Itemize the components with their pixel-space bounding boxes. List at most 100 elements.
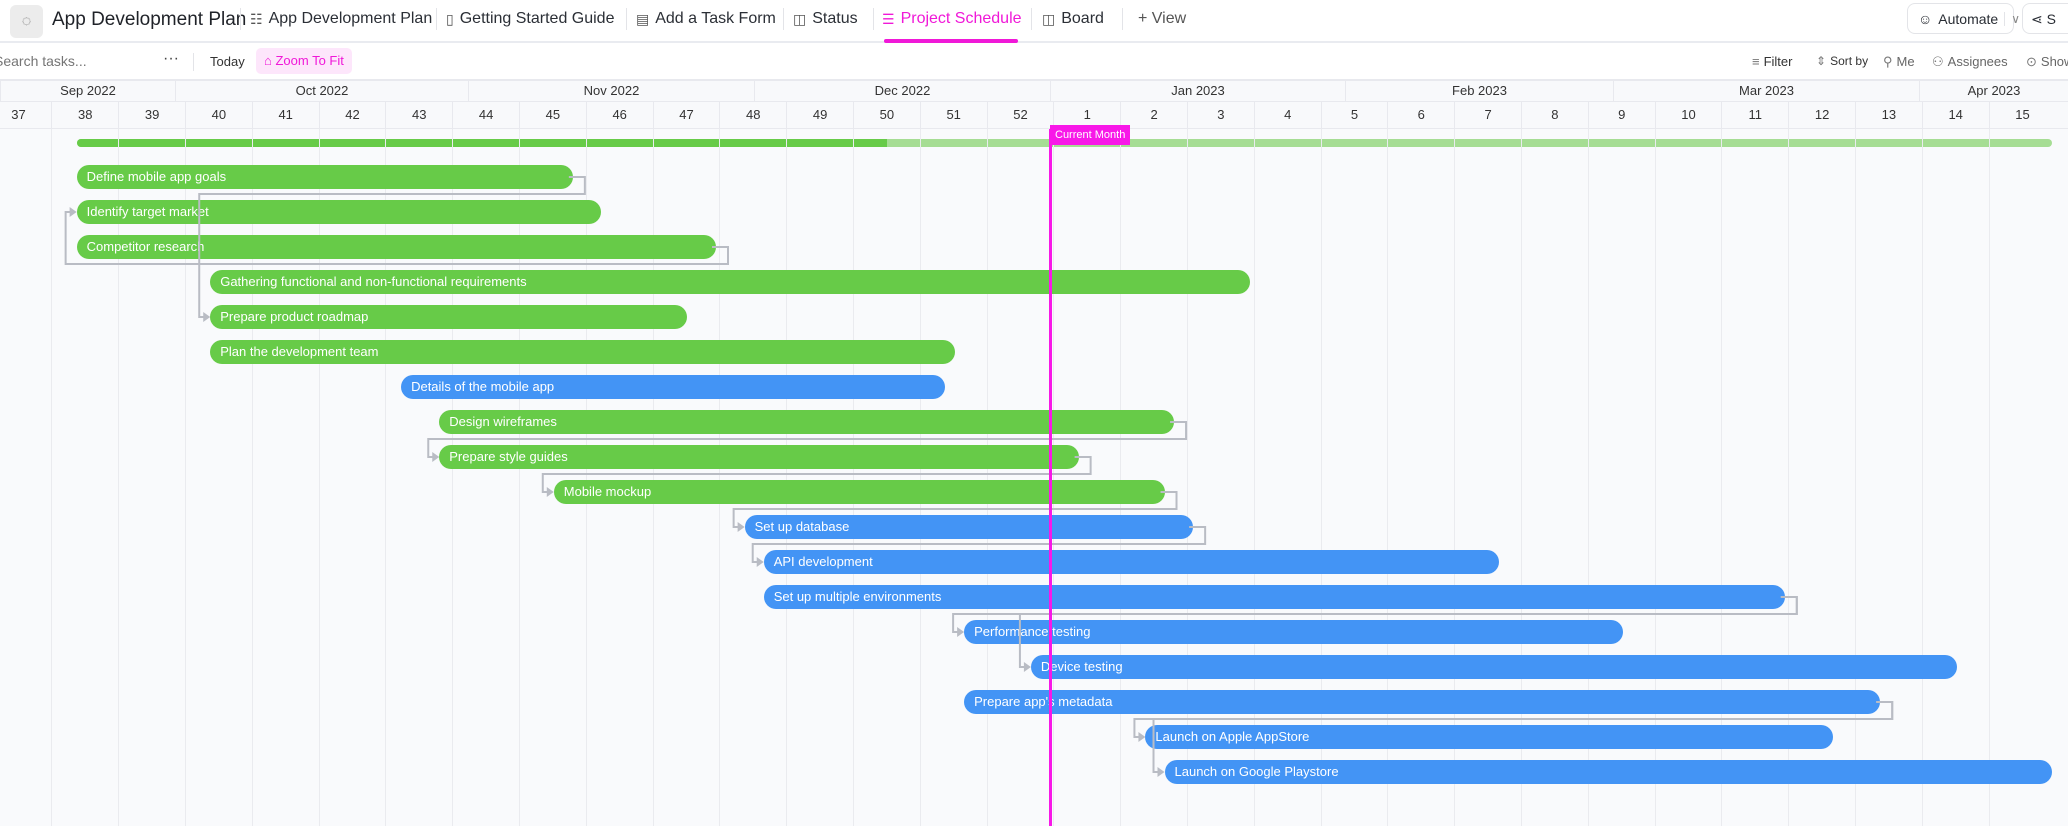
month-label: Oct 2022 (175, 81, 468, 103)
week-label: 10 (1654, 102, 1722, 128)
week-label: 6 (1387, 102, 1454, 128)
zoom-to-fit-button[interactable]: ⌂ Zoom To Fit (256, 48, 352, 74)
arrow-icon (756, 557, 764, 567)
tab-board[interactable]: ◫ Board (1042, 10, 1104, 27)
week-label: 40 (185, 102, 252, 128)
divider (626, 8, 627, 30)
automate-button[interactable]: ☺ Automate ∨ (1907, 3, 2020, 34)
task-bar[interactable]: Gathering functional and non-functional … (210, 270, 1251, 294)
week-label: 1 (1053, 102, 1120, 128)
divider (1122, 8, 1123, 30)
active-tab-indicator (884, 39, 1018, 43)
week-label: 15 (1988, 102, 2056, 128)
task-bar[interactable]: Prepare app's metadata (964, 690, 1881, 714)
week-label: 42 (318, 102, 386, 128)
task-bar[interactable]: Launch on Google Playstore (1164, 760, 2052, 784)
month-label: Apr 2023 (1919, 81, 2068, 103)
tab-app-development-plan[interactable]: ☷ App Development Plan (250, 10, 433, 27)
toolbar: ··· Today ⌂ Zoom To Fit ≡Filter ⇕Sort by… (0, 45, 2068, 79)
gantt-icon: ☰ (882, 10, 895, 27)
robot-icon: ☺ (1918, 10, 1933, 27)
add-view-button[interactable]: + View (1138, 10, 1187, 27)
share-button[interactable]: ⋖ S (2022, 3, 2068, 34)
grid-line (1988, 129, 1990, 826)
dependency-connector (1018, 596, 1798, 668)
grid-line (519, 129, 520, 826)
grid-line (185, 129, 186, 826)
grid-line (51, 129, 53, 826)
task-bar[interactable]: API development (763, 550, 1499, 574)
task-bar[interactable]: Prepare product roadmap (210, 305, 688, 329)
week-label: 44 (452, 102, 519, 128)
month-label: Dec 2022 (754, 81, 1050, 103)
tab-getting-started-guide[interactable]: ▯ Getting Started Guide (446, 10, 615, 27)
grid-line (1320, 129, 1322, 826)
arrow-icon (546, 487, 554, 497)
summary-progress-fill (76, 139, 887, 147)
divider (783, 8, 784, 30)
task-bar[interactable]: Plan the development team (210, 340, 955, 364)
task-bar[interactable]: Launch on Apple AppStore (1145, 725, 1833, 749)
task-bar[interactable]: Define mobile app goals (76, 165, 573, 189)
spinner-icon[interactable]: ◌ (10, 5, 43, 38)
form-icon: ▤ (636, 10, 650, 27)
month-label: Feb 2023 (1345, 81, 1613, 103)
divider (240, 8, 241, 30)
current-month-line (1049, 129, 1052, 826)
task-bar[interactable]: Competitor research (76, 235, 716, 259)
tab-add-a-task-form[interactable]: ▤ Add a Task Form (636, 10, 776, 27)
divider (873, 8, 874, 30)
month-label: Nov 2022 (468, 81, 754, 103)
divider (436, 8, 437, 30)
board-icon: ◫ (1042, 10, 1056, 27)
grid-line (1253, 129, 1255, 826)
task-bar[interactable]: Performance testing (964, 620, 1623, 644)
grid-line (1921, 129, 1923, 826)
arrow-icon (1157, 767, 1165, 777)
week-label: 46 (585, 102, 653, 128)
arrow-icon (737, 522, 745, 532)
share-icon: ⋖ (2031, 11, 2047, 27)
grid-line (385, 129, 387, 826)
tab-status[interactable]: ◫ Status (793, 10, 858, 27)
task-bar[interactable]: Mobile mockup (553, 480, 1165, 504)
month-header: Sep 2022 Oct 2022 Nov 2022 Dec 2022 Jan 2023… (0, 79, 2068, 103)
month-label: Sep 2022 (0, 81, 175, 103)
grid-line (1855, 129, 1856, 826)
more-options-button[interactable]: ··· (163, 50, 179, 67)
week-label: 3 (1187, 102, 1254, 128)
divider (193, 53, 194, 71)
task-bar[interactable]: Set up database (744, 515, 1194, 539)
task-bar[interactable]: Set up multiple environments (763, 585, 1785, 609)
board-icon: ◫ (793, 10, 807, 27)
show-button[interactable]: ⊙Show (2026, 54, 2068, 69)
filter-button[interactable]: ≡ Filter (1752, 54, 1793, 69)
arrow-icon (1138, 732, 1146, 742)
week-label: 13 (1855, 102, 1922, 128)
week-label: 45 (519, 102, 586, 128)
me-filter-button[interactable]: ⚲ Me (1883, 54, 1915, 69)
dependency-connector (64, 211, 729, 265)
task-bar[interactable]: Identify target market (76, 200, 602, 224)
week-label: 11 (1721, 102, 1788, 128)
arrow-icon (69, 207, 77, 217)
week-label: 9 (1587, 102, 1655, 128)
task-bar[interactable]: Device testing (1030, 655, 1957, 679)
sort-by-button[interactable]: ⇕ Sort by (1816, 54, 1869, 68)
arrow-icon (203, 312, 211, 322)
chevron-down-icon[interactable]: ∨ (2004, 11, 2026, 26)
week-label: 38 (51, 102, 118, 128)
tab-project-schedule[interactable]: ☰ Project Schedule (882, 10, 1022, 27)
task-bar[interactable]: Details of the mobile app (401, 375, 946, 399)
search-input[interactable] (0, 53, 144, 69)
page-title: App Development Plan (52, 9, 247, 30)
task-bar[interactable]: Prepare style guides (439, 445, 1079, 469)
assignees-button[interactable]: ⚇ Assignees (1932, 54, 2008, 69)
current-month-label: Current Month (1050, 125, 1131, 145)
week-label: 5 (1320, 102, 1388, 128)
today-button[interactable]: Today (210, 54, 245, 69)
sort-icon: ⇕ (1816, 54, 1827, 68)
week-label: 4 (1253, 102, 1321, 128)
week-label: 14 (1921, 102, 1989, 128)
grid-line (1587, 129, 1589, 826)
